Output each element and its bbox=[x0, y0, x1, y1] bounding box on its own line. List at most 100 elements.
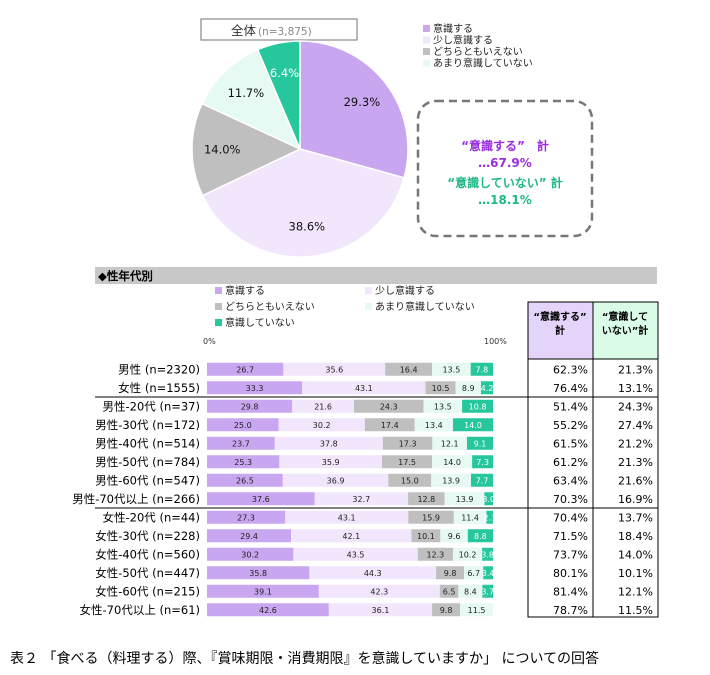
bar-value-label: 43.1 bbox=[355, 384, 373, 393]
row-label: 女性-60代 (n=215) bbox=[95, 584, 200, 598]
total-negative-value: …18.1% bbox=[478, 193, 532, 207]
bar-value-label: 10.5 bbox=[432, 384, 450, 393]
bar-value-label: 13.9 bbox=[442, 476, 460, 485]
summary-positive-value: 73.7% bbox=[553, 548, 588, 561]
bar-value-label: 10.8 bbox=[469, 402, 487, 411]
bar-value-label: 17.3 bbox=[399, 439, 417, 448]
bar-value-label: 6.7 bbox=[467, 569, 480, 578]
bar-segment bbox=[436, 566, 465, 580]
bar-value-label: 7.8 bbox=[475, 365, 488, 374]
summary-negative-value: 27.4% bbox=[618, 419, 653, 432]
bar-value-label: 27.3 bbox=[237, 513, 255, 522]
bar-segment bbox=[282, 473, 389, 487]
bar-value-label: 10.2 bbox=[459, 550, 477, 559]
bar-segment bbox=[207, 473, 283, 487]
bar-segment bbox=[417, 547, 453, 561]
summary-header-negative-text: “意識していない”計 bbox=[602, 310, 649, 337]
row-label: 男性-70代以上 (n=266) bbox=[72, 492, 200, 506]
bar-segment bbox=[388, 473, 432, 487]
summary-positive-value: 78.7% bbox=[553, 604, 588, 617]
bar-segment bbox=[354, 399, 424, 413]
bar-value-label: 42.1 bbox=[342, 532, 360, 541]
legend-swatch bbox=[215, 303, 222, 310]
bar-segment bbox=[432, 603, 461, 617]
legend-swatch bbox=[365, 287, 372, 294]
summary-positive-value: 81.4% bbox=[553, 585, 588, 598]
bar-segment bbox=[486, 510, 493, 524]
bar-value-label: 33.3 bbox=[246, 384, 264, 393]
bar-segment bbox=[432, 436, 467, 450]
bar-value-label: 10.1 bbox=[417, 532, 435, 541]
bar-segment bbox=[466, 436, 493, 450]
bar-value-label: 7.3 bbox=[476, 458, 489, 467]
pie-slice-label: 38.6% bbox=[289, 219, 326, 233]
bar-value-label: 36.9 bbox=[327, 476, 345, 485]
bar-value-label: 6.5 bbox=[443, 587, 456, 596]
bar-segment bbox=[207, 547, 294, 561]
bar-segment bbox=[470, 362, 493, 376]
pie-slice-label: 14.0% bbox=[204, 142, 241, 156]
row-label: 男性-50代 (n=784) bbox=[95, 455, 200, 469]
total-positive-label: “意識する” 計 bbox=[461, 138, 549, 153]
pie-slice-label: 29.3% bbox=[344, 95, 381, 109]
legend-label: 意識する bbox=[225, 284, 265, 297]
bar-value-label: 8.8 bbox=[474, 532, 487, 541]
legend-label: 少し意識する bbox=[433, 34, 493, 47]
bar-segment bbox=[455, 381, 481, 395]
summary-negative-value: 11.5% bbox=[618, 604, 653, 617]
bar-value-label: 35.9 bbox=[322, 458, 340, 467]
total-positive-value: …67.9% bbox=[478, 156, 532, 170]
bar-segment bbox=[408, 492, 445, 506]
bar-value-label: 21.6 bbox=[314, 402, 332, 411]
bar-segment bbox=[452, 547, 483, 561]
bar-value-label: 14.0 bbox=[464, 421, 482, 430]
axis-end-label: 100% bbox=[484, 337, 507, 346]
legend-label: あまり意識していない bbox=[433, 57, 533, 70]
bar-segment bbox=[414, 418, 453, 432]
pie-slice bbox=[201, 148, 406, 258]
legend-swatch bbox=[215, 319, 222, 326]
bar-value-label: 37.8 bbox=[320, 439, 338, 448]
bar-value-label: 39.1 bbox=[254, 587, 272, 596]
legend-label: 意識していない bbox=[225, 316, 295, 329]
bar-segment bbox=[207, 399, 293, 413]
bar-segment bbox=[411, 529, 441, 543]
bar-segment bbox=[292, 399, 355, 413]
bar-value-label: 8.9 bbox=[462, 384, 475, 393]
bar-segment bbox=[364, 418, 415, 432]
bar-segment bbox=[484, 492, 493, 506]
bar-segment bbox=[425, 381, 456, 395]
legend-swatch bbox=[423, 36, 430, 44]
total-summary-box bbox=[416, 99, 594, 238]
summary-header-positive-text: “意識する”計 bbox=[533, 310, 586, 337]
bar-segment bbox=[302, 381, 426, 395]
bar-segment bbox=[385, 362, 433, 376]
bar-segment bbox=[283, 362, 386, 376]
axis-start-label: 0% bbox=[203, 337, 216, 346]
bar-segment bbox=[432, 362, 471, 376]
summary-negative-value: 21.3% bbox=[618, 363, 653, 376]
figure-caption: 表２ 「食べる（料理する）際、『賞味期限・消費期限』を意識していますか」 につい… bbox=[10, 651, 600, 667]
bar-value-label: 2.3 bbox=[483, 513, 496, 522]
pie-labels: 29.3% 38.6% 14.0% 11.7% 6.4% bbox=[204, 66, 380, 234]
bar-segment bbox=[285, 510, 409, 524]
bar-value-label: 29.4 bbox=[240, 532, 258, 541]
bar-value-label: 29.8 bbox=[241, 402, 259, 411]
bar-value-label: 26.7 bbox=[236, 365, 254, 374]
bar-value-label: 9.8 bbox=[440, 606, 453, 615]
row-label: 女性-30代 (n=228) bbox=[95, 529, 200, 543]
bar-segment bbox=[444, 492, 485, 506]
bar-segment bbox=[382, 436, 433, 450]
bar-segment bbox=[207, 529, 292, 543]
summary-header-line: いない”計 bbox=[602, 324, 649, 337]
summary-positive-value: 70.4% bbox=[553, 511, 588, 524]
pie-slice bbox=[256, 40, 301, 150]
summary-positive-value: 63.4% bbox=[553, 474, 588, 487]
bar-segment bbox=[431, 473, 471, 487]
bar-segment bbox=[309, 566, 437, 580]
bar-value-label: 23.7 bbox=[232, 439, 250, 448]
bar-segment bbox=[278, 418, 365, 432]
bar-value-label: 8.4 bbox=[464, 587, 477, 596]
summary-negative-value: 14.0% bbox=[618, 548, 653, 561]
